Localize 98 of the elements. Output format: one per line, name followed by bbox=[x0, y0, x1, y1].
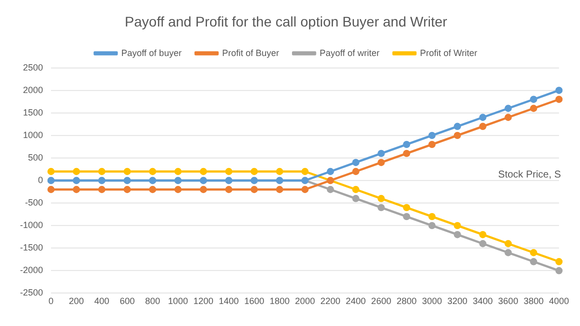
point bbox=[504, 104, 512, 112]
point bbox=[326, 168, 334, 176]
y-tick-label: -2000 bbox=[20, 265, 44, 276]
x-tick-label: 2400 bbox=[346, 296, 366, 306]
point bbox=[378, 204, 385, 212]
point bbox=[72, 186, 80, 194]
point bbox=[479, 114, 486, 121]
y-tick-label: -2500 bbox=[20, 288, 44, 298]
y-tick-label: 2500 bbox=[22, 62, 44, 72]
point bbox=[98, 168, 106, 176]
point bbox=[200, 186, 208, 194]
point bbox=[403, 140, 410, 148]
point bbox=[479, 240, 486, 248]
point bbox=[428, 212, 436, 220]
point bbox=[504, 114, 512, 121]
point bbox=[98, 186, 106, 194]
x-tick-label: 200 bbox=[68, 296, 84, 306]
y-tick-label: -1500 bbox=[20, 242, 44, 253]
x-tick-label: 3800 bbox=[524, 296, 544, 306]
point bbox=[428, 132, 436, 140]
x-tick-label: 3000 bbox=[422, 296, 442, 306]
x-tick-label: 2600 bbox=[371, 296, 392, 306]
point bbox=[276, 186, 284, 194]
point bbox=[454, 230, 461, 238]
x-tick-label: 1600 bbox=[244, 296, 264, 306]
x-tick-label: 1200 bbox=[193, 296, 214, 306]
point bbox=[378, 158, 385, 166]
legend-label: Payoff of buyer bbox=[121, 48, 182, 58]
point bbox=[301, 168, 309, 176]
point bbox=[479, 122, 486, 130]
point bbox=[352, 194, 360, 202]
x-axis-title: Stock Price, S bbox=[498, 169, 562, 180]
point bbox=[454, 122, 461, 130]
point bbox=[403, 212, 410, 220]
point bbox=[378, 194, 385, 202]
point bbox=[149, 186, 156, 194]
x-tick-label: 3600 bbox=[498, 296, 518, 306]
point bbox=[504, 249, 512, 256]
point bbox=[530, 249, 538, 256]
chart-title: Payoff and Profit for the call option Buyer and Writer bbox=[124, 13, 448, 30]
y-tick-label: 2000 bbox=[22, 84, 44, 95]
point bbox=[225, 168, 232, 176]
y-tick-label: -1000 bbox=[20, 220, 44, 230]
point bbox=[200, 168, 208, 176]
legend-label: Payoff of writer bbox=[320, 48, 380, 58]
x-tick-label: 1000 bbox=[168, 296, 188, 306]
point bbox=[250, 168, 258, 176]
point bbox=[149, 168, 156, 176]
x-tick-label: 2200 bbox=[320, 296, 340, 306]
point bbox=[124, 168, 131, 176]
point bbox=[352, 168, 360, 176]
point bbox=[555, 267, 563, 274]
point bbox=[250, 186, 258, 194]
x-tick-label: 0 bbox=[48, 296, 54, 306]
x-tick-label: 1800 bbox=[270, 296, 290, 306]
x-tick-label: 2000 bbox=[294, 296, 316, 306]
point bbox=[225, 186, 232, 194]
point bbox=[428, 222, 436, 230]
point bbox=[555, 258, 563, 266]
y-tick-label: 500 bbox=[28, 152, 44, 162]
legend-label: Profit of Writer bbox=[420, 48, 478, 58]
point bbox=[403, 204, 410, 212]
point bbox=[530, 96, 538, 103]
x-tick-label: 400 bbox=[94, 296, 110, 306]
point bbox=[555, 96, 563, 103]
point bbox=[352, 158, 360, 166]
point bbox=[276, 168, 284, 176]
point bbox=[47, 168, 55, 176]
y-tick-label: 1500 bbox=[22, 107, 44, 118]
point bbox=[47, 186, 55, 194]
point bbox=[454, 222, 461, 230]
point bbox=[504, 240, 512, 248]
x-tick-label: 3400 bbox=[472, 296, 493, 306]
point bbox=[72, 168, 80, 176]
point bbox=[124, 186, 131, 194]
point bbox=[454, 132, 461, 140]
y-tick-label: 0 bbox=[38, 174, 44, 185]
x-tick-label: 600 bbox=[120, 296, 135, 306]
point bbox=[174, 168, 182, 176]
point bbox=[174, 186, 182, 194]
point bbox=[352, 186, 360, 194]
y-tick-label: 1000 bbox=[22, 130, 44, 140]
legend-label: Profit of Buyer bbox=[222, 48, 280, 58]
x-tick-label: 4000 bbox=[548, 296, 570, 306]
point bbox=[326, 186, 334, 194]
point bbox=[301, 186, 309, 194]
point bbox=[530, 258, 538, 266]
point bbox=[428, 140, 436, 148]
y-tick-label: -500 bbox=[25, 198, 44, 208]
x-tick-label: 1400 bbox=[218, 296, 239, 306]
point bbox=[403, 150, 410, 158]
x-tick-label: 800 bbox=[145, 296, 160, 306]
point bbox=[530, 104, 538, 112]
point bbox=[555, 86, 563, 94]
point bbox=[378, 150, 385, 158]
x-tick-label: 3200 bbox=[447, 296, 468, 306]
point bbox=[479, 230, 486, 238]
x-tick-label: 2800 bbox=[396, 296, 417, 306]
